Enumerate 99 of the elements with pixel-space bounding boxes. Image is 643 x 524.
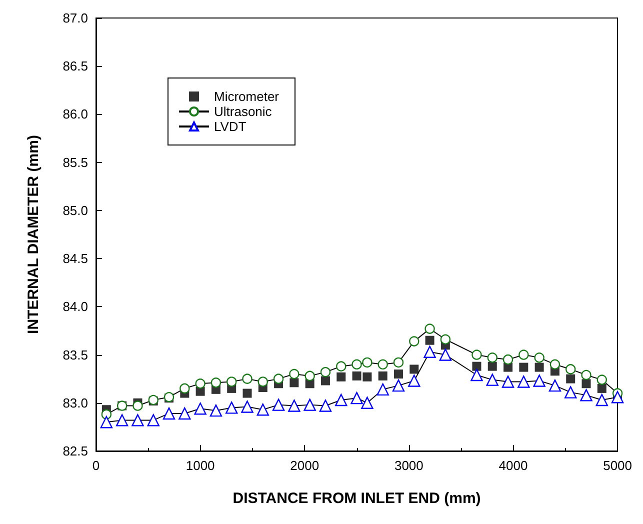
point <box>350 392 363 404</box>
point <box>580 389 592 402</box>
point <box>304 370 315 382</box>
point <box>352 371 362 380</box>
legend-label: LVDT <box>214 119 246 134</box>
point <box>336 361 346 372</box>
point <box>195 378 206 389</box>
point <box>194 402 206 415</box>
point <box>226 402 238 414</box>
y-tick-label: 86.0 <box>62 106 88 122</box>
point <box>116 414 128 426</box>
point <box>132 414 144 426</box>
x-tick-label: 2000 <box>290 458 320 473</box>
point <box>320 367 331 378</box>
point <box>424 346 436 358</box>
x-tick-label: 1000 <box>186 458 215 473</box>
y-tick-label: 84.5 <box>62 251 88 266</box>
point <box>361 396 374 409</box>
y-tick-label: 84.0 <box>62 299 88 314</box>
point <box>550 359 560 370</box>
point <box>408 374 420 387</box>
point <box>470 368 483 382</box>
point <box>273 374 284 384</box>
point <box>242 388 252 398</box>
point <box>378 371 388 380</box>
x-tick-label: 3000 <box>394 458 424 473</box>
point <box>597 384 606 393</box>
point <box>548 379 562 392</box>
point <box>581 370 592 380</box>
point <box>352 359 362 370</box>
point <box>409 336 420 346</box>
point <box>336 372 346 382</box>
point <box>256 404 269 416</box>
point <box>132 400 143 411</box>
point <box>439 348 452 361</box>
point <box>147 414 160 426</box>
point <box>290 378 299 388</box>
point <box>210 378 222 388</box>
y-tick-label: 86.5 <box>62 58 88 74</box>
point <box>288 400 300 412</box>
point <box>272 398 285 411</box>
point <box>394 370 403 379</box>
point <box>534 362 544 372</box>
y-tick-label: 83.0 <box>62 395 88 410</box>
x-tick-label: 5000 <box>603 458 632 473</box>
y-tick-label: 85.5 <box>62 154 88 170</box>
point <box>611 391 624 404</box>
legend-label: Ultrasonic <box>214 104 272 119</box>
point <box>335 394 348 406</box>
point <box>425 336 434 345</box>
y-tick-label: 85.0 <box>62 202 88 218</box>
point <box>440 334 451 344</box>
point <box>487 352 498 363</box>
point <box>410 364 419 374</box>
point <box>242 374 252 384</box>
point <box>566 364 576 374</box>
point <box>210 404 222 417</box>
point <box>518 350 529 360</box>
legend-label: Micrometer <box>214 89 280 104</box>
y-axis-title: INTERNAL DIAMETER (mm) <box>25 135 42 334</box>
point <box>502 376 514 388</box>
point <box>320 376 330 386</box>
point <box>319 400 332 412</box>
point <box>488 362 497 371</box>
point <box>362 372 372 382</box>
point <box>378 359 388 370</box>
point <box>596 374 607 385</box>
point <box>596 394 608 406</box>
point <box>162 407 176 420</box>
y-tick-label: 83.5 <box>62 347 88 362</box>
point <box>566 374 576 384</box>
point <box>362 357 372 368</box>
point <box>392 379 405 392</box>
point <box>582 379 591 388</box>
y-tick-label: 82.5 <box>62 444 88 458</box>
point <box>472 350 482 360</box>
x-tick-label: 4000 <box>498 458 528 473</box>
point <box>393 357 404 368</box>
point <box>472 362 482 371</box>
point <box>226 376 237 387</box>
point <box>533 374 546 387</box>
point <box>180 383 190 394</box>
point <box>534 352 544 363</box>
point <box>241 400 254 413</box>
point <box>424 324 435 334</box>
point <box>486 374 498 386</box>
point <box>289 368 300 380</box>
point <box>178 407 191 420</box>
point <box>518 376 530 388</box>
point <box>100 416 113 428</box>
x-tick-label: 0 <box>92 458 100 473</box>
point <box>502 354 514 365</box>
point <box>376 383 389 396</box>
point <box>258 376 268 387</box>
point <box>304 398 316 411</box>
x-axis-title: DISTANCE FROM INLET END (mm) <box>232 490 481 507</box>
point <box>519 362 528 372</box>
point <box>564 386 577 398</box>
y-tick-label: 87.0 <box>62 10 88 26</box>
